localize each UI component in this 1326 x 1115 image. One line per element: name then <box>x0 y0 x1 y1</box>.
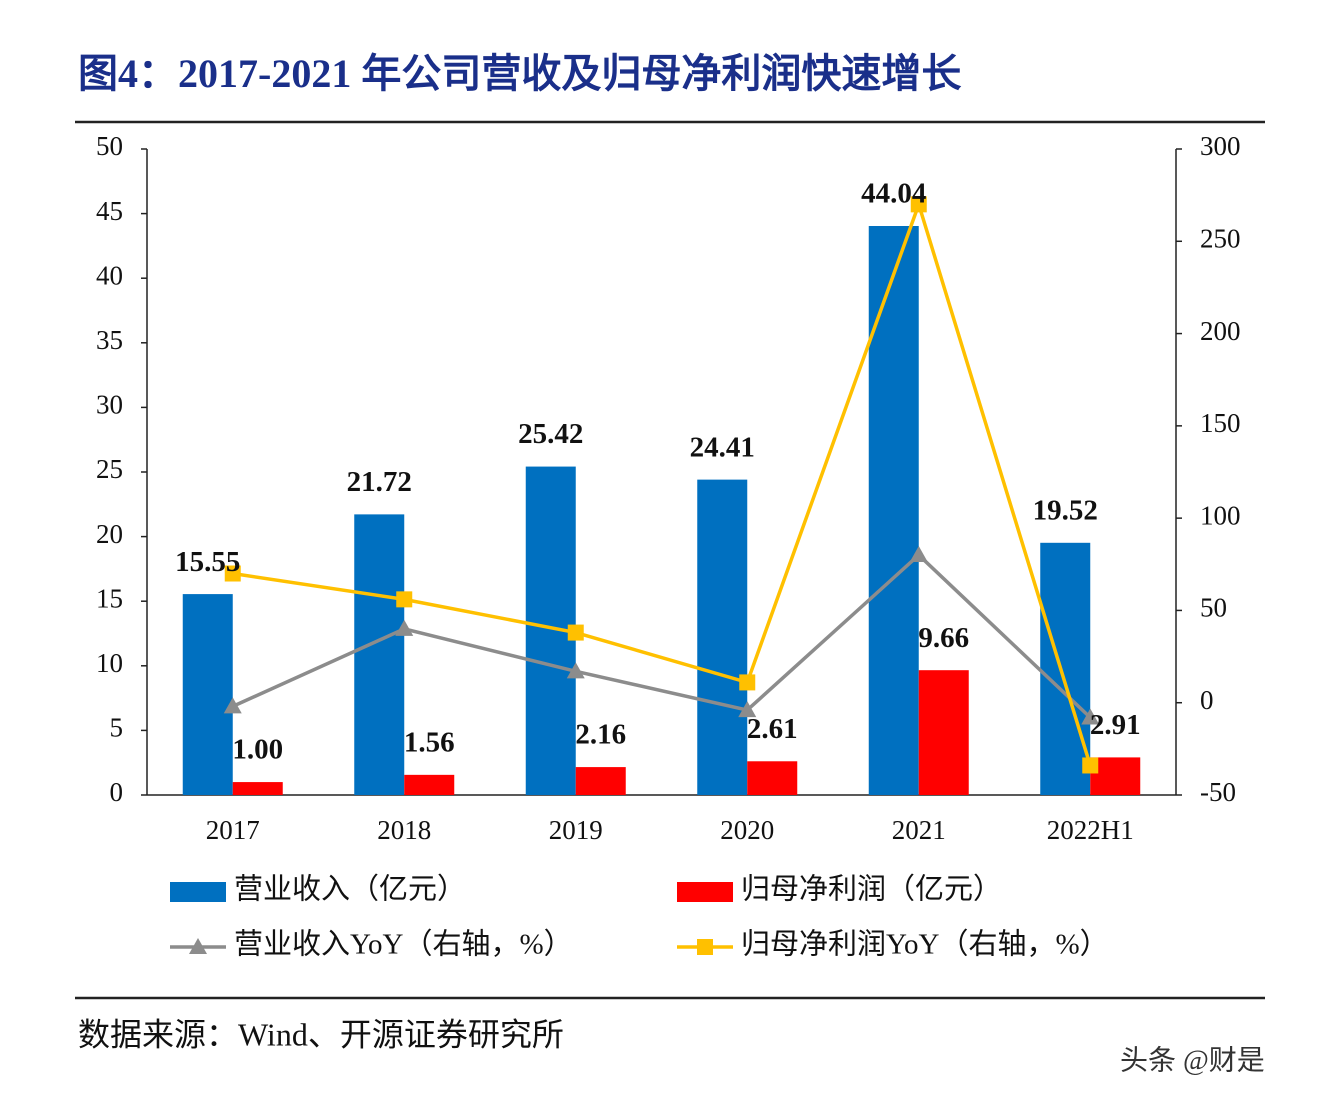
value-label: 21.72 <box>347 466 412 498</box>
marker <box>1081 708 1100 725</box>
bar <box>1040 542 1091 795</box>
legend-marker <box>189 938 207 954</box>
y-tick-label: 0 <box>110 777 124 807</box>
marker <box>223 697 242 714</box>
value-label: 2.61 <box>747 713 798 745</box>
legend-marker <box>697 939 713 955</box>
y2-tick-label: 300 <box>1200 131 1241 161</box>
marker <box>1082 757 1099 774</box>
legend-label: 归母净利润YoY（右轴，%） <box>741 928 1109 961</box>
bar <box>354 514 405 795</box>
marker <box>910 196 927 213</box>
y-tick-label: 45 <box>96 196 123 226</box>
marker <box>566 662 585 679</box>
x-tick-label: 2021 <box>892 815 946 845</box>
value-label: 25.42 <box>518 418 583 450</box>
marker <box>224 565 241 582</box>
value-label: 15.55 <box>175 546 240 578</box>
y-tick-label: 25 <box>96 454 123 484</box>
marker <box>567 624 584 641</box>
marker <box>396 591 413 608</box>
value-label: 1.56 <box>404 727 455 759</box>
value-label: 1.00 <box>232 734 283 766</box>
legend-label: 营业收入（亿元） <box>234 873 466 906</box>
y-tick-label: 35 <box>96 325 123 355</box>
y-tick-label: 30 <box>96 390 123 420</box>
marker <box>395 619 414 636</box>
bar <box>232 782 283 795</box>
y2-tick-label: 50 <box>1200 593 1227 623</box>
x-tick-label: 2018 <box>377 815 431 845</box>
bar <box>747 761 798 795</box>
value-label: 2.16 <box>575 719 626 751</box>
y2-tick-label: -50 <box>1200 777 1236 807</box>
legend-label: 营业收入YoY（右轴，%） <box>234 928 573 961</box>
y2-tick-label: 150 <box>1200 408 1241 438</box>
value-label: 9.66 <box>918 622 969 654</box>
value-label: 44.04 <box>861 178 926 210</box>
y2-tick-label: 200 <box>1200 316 1241 346</box>
legend-label: 归母净利润（亿元） <box>741 873 1002 906</box>
bar <box>697 479 748 795</box>
source: 数据来源：Wind、开源证券研究所 <box>78 1016 564 1052</box>
x-tick-label: 2020 <box>720 815 774 845</box>
y-tick-label: 10 <box>96 648 123 678</box>
bar <box>918 670 969 795</box>
y2-tick-label: 100 <box>1200 500 1241 530</box>
bar <box>404 774 455 795</box>
marker <box>738 701 757 718</box>
x-tick-label: 2019 <box>549 815 603 845</box>
y-tick-label: 15 <box>96 583 123 613</box>
marker <box>739 674 756 691</box>
y2-tick-label: 250 <box>1200 223 1241 253</box>
watermark: 头条 @财是 <box>1120 1044 1265 1076</box>
y-tick-label: 5 <box>110 713 124 743</box>
bar <box>868 226 919 796</box>
x-tick-label: 2017 <box>206 815 260 845</box>
value-label: 2.91 <box>1090 709 1141 741</box>
legend-swatch <box>170 882 226 902</box>
bar <box>1090 757 1141 795</box>
line <box>232 552 1092 719</box>
y-tick-label: 40 <box>96 260 123 290</box>
x-tick-label: 2022H1 <box>1047 815 1134 845</box>
chart-title: 图4：2017-2021 年公司营收及归母净利润快速增长 <box>78 51 961 96</box>
y2-tick-label: 0 <box>1200 685 1214 715</box>
value-label: 19.52 <box>1033 494 1098 526</box>
legend-swatch <box>677 882 733 902</box>
bar <box>182 594 233 795</box>
y-tick-label: 20 <box>96 519 123 549</box>
marker <box>909 546 928 563</box>
line <box>232 198 1092 766</box>
bar <box>575 767 626 795</box>
value-label: 24.41 <box>690 431 755 463</box>
y-tick-label: 50 <box>96 131 123 161</box>
